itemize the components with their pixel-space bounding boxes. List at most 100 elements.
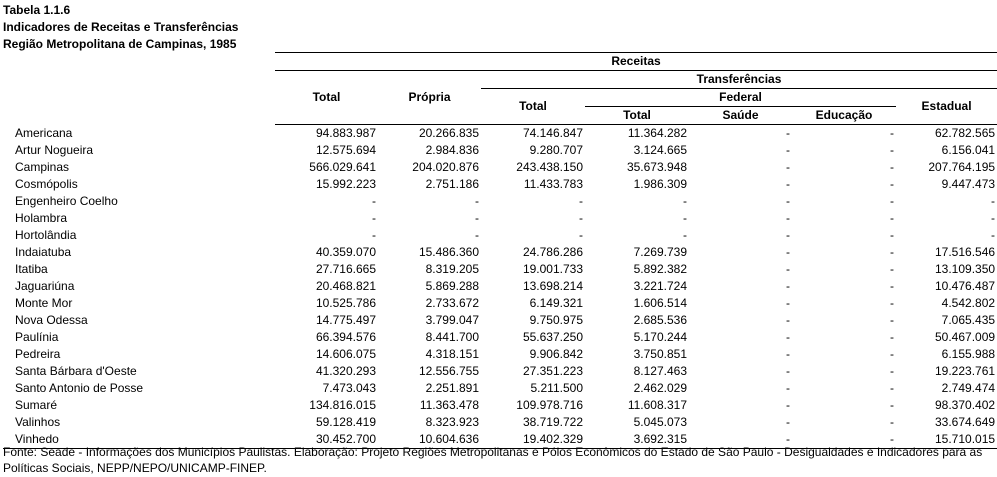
cell-propria: 11.363.478 [419, 398, 479, 412]
cell-municipio: Sumaré [15, 398, 58, 412]
cell-educacao: - [890, 211, 894, 225]
cell-total: 10.525.786 [315, 296, 376, 310]
cell-propria: 10.604.636 [378, 431, 481, 449]
cell-saude: - [786, 398, 790, 412]
cell-propria: 12.556.755 [418, 364, 479, 378]
cell-estadual: 9.447.473 [941, 177, 996, 191]
table-row: Itatiba 27.716.665 8.319.205 19.001.733 5.89… [3, 261, 997, 278]
cell-estadual: 6.156.041 [941, 143, 996, 157]
cell-total: 14.606.075 [315, 347, 376, 361]
cell-total: - [372, 228, 376, 242]
cell-educacao: - [890, 313, 894, 327]
cell-federal-total: 1.606.514 [633, 296, 687, 310]
table-body: Americana 94.883.987 20.266.835 74.146.847 1… [3, 125, 997, 449]
cell-educacao: - [792, 431, 896, 449]
cell-federal-total: - [683, 194, 687, 208]
cell-transf-total: 27.351.223 [522, 364, 583, 378]
cell-saude: - [786, 160, 790, 174]
cell-municipio: Monte Mor [15, 296, 73, 310]
cell-federal-total: - [683, 211, 687, 225]
cell-municipio: Americana [15, 125, 73, 140]
cell-estadual: 98.370.402 [934, 398, 996, 412]
cell-federal-total: 3.750.851 [633, 347, 687, 361]
cell-total: 7.473.043 [322, 381, 376, 395]
cell-propria: 2.984.836 [425, 143, 479, 157]
cell-total: 41.320.293 [315, 364, 376, 378]
cell-estadual: 13.109.350 [934, 262, 996, 276]
cell-educacao: - [890, 160, 894, 174]
table-header: Receitas Total Própria Transferências To… [3, 52, 997, 125]
cell-propria: 8.323.923 [425, 415, 479, 429]
cell-propria: 2.733.672 [425, 296, 479, 310]
cell-federal-total: 2.462.029 [633, 381, 687, 395]
cell-propria: - [475, 194, 479, 208]
table-row: Artur Nogueira 12.575.694 2.984.836 9.280.7… [3, 142, 997, 159]
header-estadual: Estadual [896, 88, 997, 125]
cell-propria: 4.318.151 [425, 347, 479, 361]
header-municipio [3, 53, 275, 125]
cell-transf-total: 74.146.847 [522, 126, 583, 140]
source-note: Fonte: Seade - Informações dos Município… [3, 445, 983, 475]
cell-saude: - [786, 177, 790, 191]
header-transf-total: Total [481, 88, 585, 125]
cell-estadual: 2.749.474 [941, 381, 996, 395]
cell-municipio: Santo Antonio de Posse [15, 381, 144, 395]
cell-propria: 204.020.876 [412, 160, 479, 174]
cell-propria: 15.486.360 [418, 245, 479, 259]
cell-transf-total: 243.438.150 [516, 160, 583, 174]
table-row: Sumaré 134.816.015 11.363.478 109.978.716 11… [3, 397, 997, 414]
cell-estadual: 207.764.195 [928, 160, 996, 174]
cell-educacao: - [890, 381, 894, 395]
cell-estadual: - [991, 211, 996, 225]
cell-saude: - [786, 126, 790, 140]
header-receitas: Receitas [275, 52, 997, 71]
cell-educacao: - [890, 296, 894, 310]
cell-federal-total: 3.124.665 [633, 143, 687, 157]
cell-educacao: - [890, 347, 894, 361]
cell-transf-total: 13.698.214 [522, 279, 583, 293]
cell-municipio: Vinhedo [3, 431, 275, 449]
cell-saude: - [786, 211, 790, 225]
cell-total: - [372, 211, 376, 225]
cell-municipio: Cosmópolis [15, 177, 78, 191]
cell-propria: - [475, 228, 479, 242]
cell-transf-total: 24.786.286 [522, 245, 583, 259]
cell-propria: 8.441.700 [425, 330, 479, 344]
cell-federal-total: 3.692.315 [585, 431, 689, 449]
cell-transf-total: 38.719.722 [522, 415, 583, 429]
cell-estadual: 17.516.546 [934, 245, 996, 259]
cell-educacao: - [890, 143, 894, 157]
cell-transf-total: 19.001.733 [522, 262, 583, 276]
cell-total: - [372, 194, 376, 208]
cell-municipio: Nova Odessa [15, 313, 88, 327]
table-row: Holambra - - - - - - - [3, 210, 997, 227]
table-row: Monte Mor 10.525.786 2.733.672 6.149.321 1.6… [3, 295, 997, 312]
table-row: Pedreira 14.606.075 4.318.151 9.906.842 3.75… [3, 346, 997, 363]
cell-municipio: Valinhos [15, 415, 61, 429]
cell-saude: - [786, 194, 790, 208]
header-educacao: Educação [792, 106, 896, 125]
cell-total: 15.992.223 [315, 177, 376, 191]
cell-total: 30.452.700 [275, 431, 378, 449]
cell-transf-total: 109.978.716 [516, 398, 583, 412]
table-row: Hortolândia - - - - - - - [3, 227, 997, 244]
cell-educacao: - [890, 262, 894, 276]
cell-federal-total: 1.986.309 [633, 177, 687, 191]
cell-saude: - [786, 415, 790, 429]
table-row: Cosmópolis 15.992.223 2.751.186 11.433.783 1… [3, 176, 997, 193]
cell-propria: 5.869.288 [425, 279, 479, 293]
table-row: Vinhedo 30.452.700 10.604.636 19.402.329 3.6… [3, 431, 997, 449]
table-row: Paulínia 66.394.576 8.441.700 55.637.250 5.1… [3, 329, 997, 346]
cell-estadual: 6.155.988 [941, 347, 996, 361]
cell-transf-total: 9.906.842 [529, 347, 583, 361]
cell-educacao: - [890, 398, 894, 412]
header-federal: Federal [585, 88, 896, 107]
table-row: Santa Bárbara d'Oeste 41.320.293 12.556.75… [3, 363, 997, 380]
cell-federal-total: 2.685.536 [633, 313, 687, 327]
cell-estadual: - [991, 228, 996, 242]
cell-estadual: 50.467.009 [934, 330, 996, 344]
cell-total: 66.394.576 [315, 330, 376, 344]
table-title-block: Tabela 1.1.6 Indicadores de Receitas e T… [3, 2, 238, 53]
cell-educacao: - [890, 126, 894, 140]
